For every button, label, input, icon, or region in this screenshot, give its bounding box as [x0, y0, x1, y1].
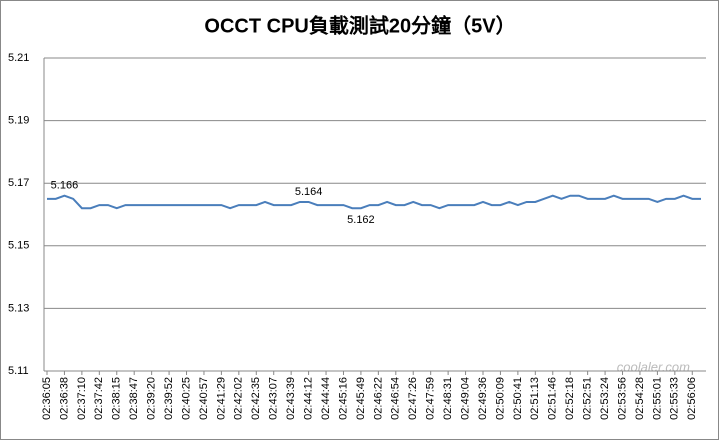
x-tick-label: 02:44:44: [320, 377, 332, 420]
x-tick-label: 02:49:36: [477, 377, 489, 420]
y-tick-label: 5.15: [8, 240, 29, 252]
x-tick-label: 02:40:57: [198, 377, 210, 420]
x-tick-label: 02:56:06: [686, 377, 698, 420]
x-tick-label: 02:53:56: [616, 377, 628, 420]
x-tick-label: 02:37:42: [93, 377, 105, 420]
x-tick-label: 02:45:16: [337, 377, 349, 420]
x-tick-label: 02:43:07: [268, 377, 280, 420]
y-tick-label: 5.11: [8, 365, 29, 377]
x-tick-label: 02:36:05: [41, 377, 53, 420]
y-tick-label: 5.17: [8, 177, 29, 189]
x-tick-label: 02:51:13: [529, 377, 541, 420]
x-tick-label: 02:42:02: [233, 377, 245, 420]
y-tick-label: 5.13: [8, 302, 29, 314]
x-tick-label: 02:37:10: [76, 377, 88, 420]
x-tick-label: 02:44:12: [303, 377, 315, 420]
x-tick-label: 02:50:41: [512, 377, 524, 420]
x-tick-label: 02:47:59: [425, 377, 437, 420]
x-tick-label: 02:45:49: [355, 377, 367, 420]
x-tick-label: 02:50:09: [494, 377, 506, 420]
x-tick-label: 02:40:25: [180, 377, 192, 420]
x-tick-label: 02:41:29: [215, 377, 227, 420]
line-series: [47, 194, 701, 210]
x-tick-label: 02:48:31: [442, 377, 454, 420]
x-tick-label: 02:38:47: [128, 377, 140, 420]
y-tick-label: 5.21: [8, 52, 29, 64]
x-tick-label: 02:55:33: [669, 377, 681, 420]
watermark: coolaler.com: [617, 359, 690, 374]
x-tick-label: 02:39:52: [163, 377, 175, 420]
x-tick-label: 02:46:54: [390, 377, 402, 420]
data-label: 5.162: [347, 214, 375, 226]
x-tick-label: 02:52:51: [582, 377, 594, 420]
data-label: 5.166: [51, 180, 79, 192]
x-tick-label: 02:36:38: [58, 377, 70, 420]
x-tick-label: 02:46:22: [372, 377, 384, 420]
x-tick-label: 02:49:04: [459, 377, 471, 420]
x-tick-label: 02:47:26: [407, 377, 419, 420]
chart-title: OCCT CPU負載測試20分鐘（5V）: [204, 13, 515, 37]
x-tick-label: 02:43:39: [285, 377, 297, 420]
x-tick-label: 02:55:01: [651, 377, 663, 420]
data-label: 5.164: [295, 186, 323, 198]
x-tick-label: 02:39:20: [146, 377, 158, 420]
x-tick-label: 02:42:35: [250, 377, 262, 420]
x-tick-label: 02:51:46: [547, 377, 559, 420]
x-tick-label: 02:53:24: [599, 377, 611, 420]
x-tick-label: 02:54:28: [634, 377, 646, 420]
y-tick-label: 5.19: [8, 115, 29, 127]
x-tick-label: 02:38:15: [111, 377, 123, 420]
x-tick-label: 02:52:18: [564, 377, 576, 420]
